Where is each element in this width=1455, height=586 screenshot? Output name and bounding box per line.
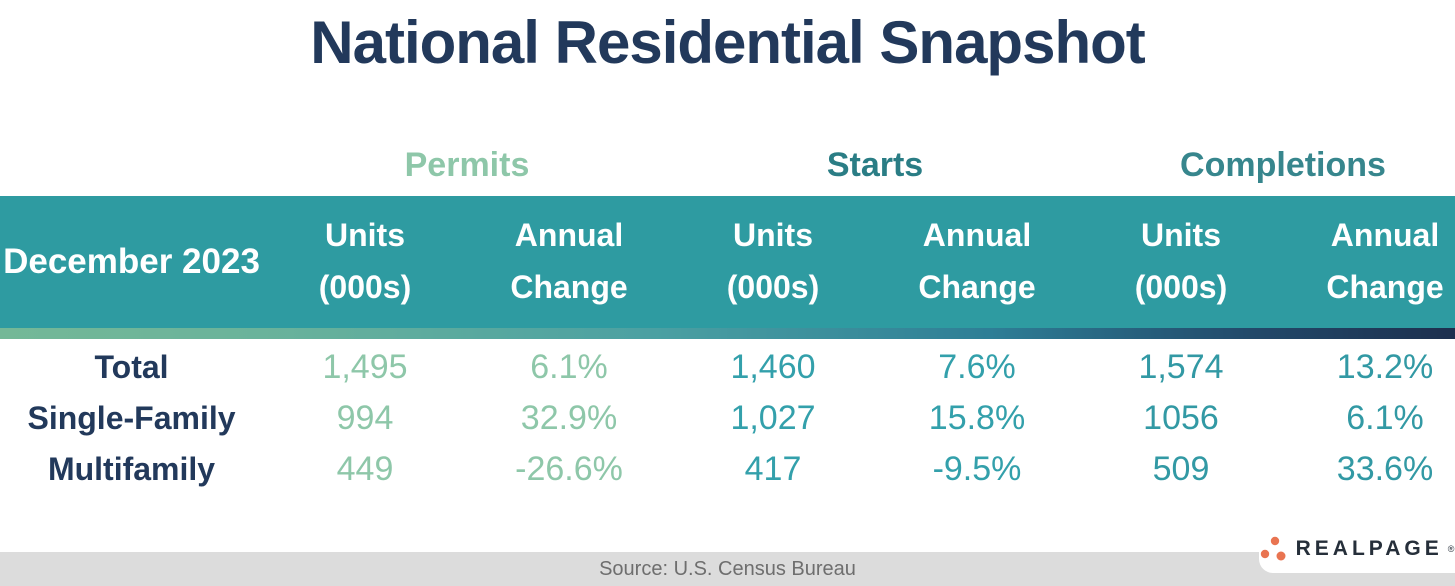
header-units-line2: (000s) bbox=[726, 269, 820, 305]
cell-mf-starts-units: 417 bbox=[744, 450, 802, 488]
table-body: Total 1,495 6.1% 1,460 7.6% 1,574 13.2% … bbox=[0, 342, 1455, 495]
section-label-permits: Permits bbox=[404, 145, 530, 184]
header-annual-line2: Change bbox=[510, 269, 628, 305]
header-annual-line1: Annual bbox=[1330, 217, 1440, 254]
trademark-symbol: ® bbox=[1447, 543, 1455, 554]
cell-total-starts-change: 7.6% bbox=[938, 348, 1016, 386]
cell-total-permits-units: 1,495 bbox=[322, 348, 408, 386]
page-title: National Residential Snapshot bbox=[310, 9, 1145, 76]
cell-mf-starts-change: -9.5% bbox=[932, 450, 1022, 488]
realpage-wordmark: REALPAGE bbox=[1295, 536, 1443, 560]
header-permits-annual: Annual Change bbox=[467, 210, 671, 314]
table-row-single-family: Single-Family 994 32.9% 1,027 15.8% 1056… bbox=[0, 393, 1455, 444]
table-row-total: Total 1,495 6.1% 1,460 7.6% 1,574 13.2% bbox=[0, 342, 1455, 393]
header-units-line1: Units bbox=[733, 217, 813, 254]
cell-mf-permits-change: -26.6% bbox=[515, 450, 623, 488]
header-completions-annual: Annual Change bbox=[1283, 210, 1455, 314]
cell-sf-permits-units: 994 bbox=[336, 399, 394, 437]
header-units-line2: (000s) bbox=[318, 269, 412, 305]
cell-sf-completions-units: 1056 bbox=[1143, 399, 1219, 437]
cell-mf-completions-change: 33.6% bbox=[1336, 450, 1434, 488]
header-annual-line2: Change bbox=[918, 269, 1036, 305]
header-annual-line1: Annual bbox=[922, 217, 1032, 254]
table-row-multifamily: Multifamily 449 -26.6% 417 -9.5% 509 33.… bbox=[0, 444, 1455, 495]
cell-total-completions-units: 1,574 bbox=[1138, 348, 1224, 386]
cell-total-permits-change: 6.1% bbox=[530, 348, 608, 386]
section-label-starts: Starts bbox=[826, 145, 924, 184]
realpage-logo: REALPAGE ® bbox=[1259, 524, 1455, 573]
row-label: Multifamily bbox=[47, 451, 216, 487]
source-text: Source: U.S. Census Bureau bbox=[599, 558, 856, 580]
cell-total-completions-change: 13.2% bbox=[1336, 348, 1434, 386]
cell-sf-completions-change: 6.1% bbox=[1346, 399, 1424, 437]
cell-total-starts-units: 1,460 bbox=[730, 348, 816, 386]
header-annual-line1: Annual bbox=[514, 217, 624, 254]
header-units-line1: Units bbox=[1141, 217, 1221, 254]
row-label: Single-Family bbox=[27, 400, 236, 436]
gradient-divider bbox=[0, 328, 1455, 339]
cell-sf-starts-units: 1,027 bbox=[730, 399, 816, 437]
period-label: December 2023 bbox=[3, 241, 260, 281]
header-units-line2: (000s) bbox=[1134, 269, 1228, 305]
header-units-line1: Units bbox=[325, 217, 405, 254]
cell-sf-permits-change: 32.9% bbox=[520, 399, 618, 437]
header-starts-annual: Annual Change bbox=[875, 210, 1079, 314]
header-annual-line2: Change bbox=[1326, 269, 1444, 305]
cell-sf-starts-change: 15.8% bbox=[928, 399, 1026, 437]
header-completions-units: Units (000s) bbox=[1079, 210, 1283, 314]
header-starts-units: Units (000s) bbox=[671, 210, 875, 314]
table-header-row: December 2023 Units (000s) Annual Change… bbox=[0, 196, 1455, 328]
cell-mf-permits-units: 449 bbox=[336, 450, 394, 488]
row-label: Total bbox=[94, 349, 169, 385]
realpage-dots-icon bbox=[1260, 536, 1286, 561]
source-bar: Source: U.S. Census Bureau bbox=[0, 552, 1455, 586]
section-label-completions: Completions bbox=[1180, 145, 1386, 184]
header-permits-units: Units (000s) bbox=[263, 210, 467, 314]
section-header-row: Permits Starts Completions bbox=[0, 140, 1455, 190]
cell-mf-completions-units: 509 bbox=[1152, 450, 1210, 488]
